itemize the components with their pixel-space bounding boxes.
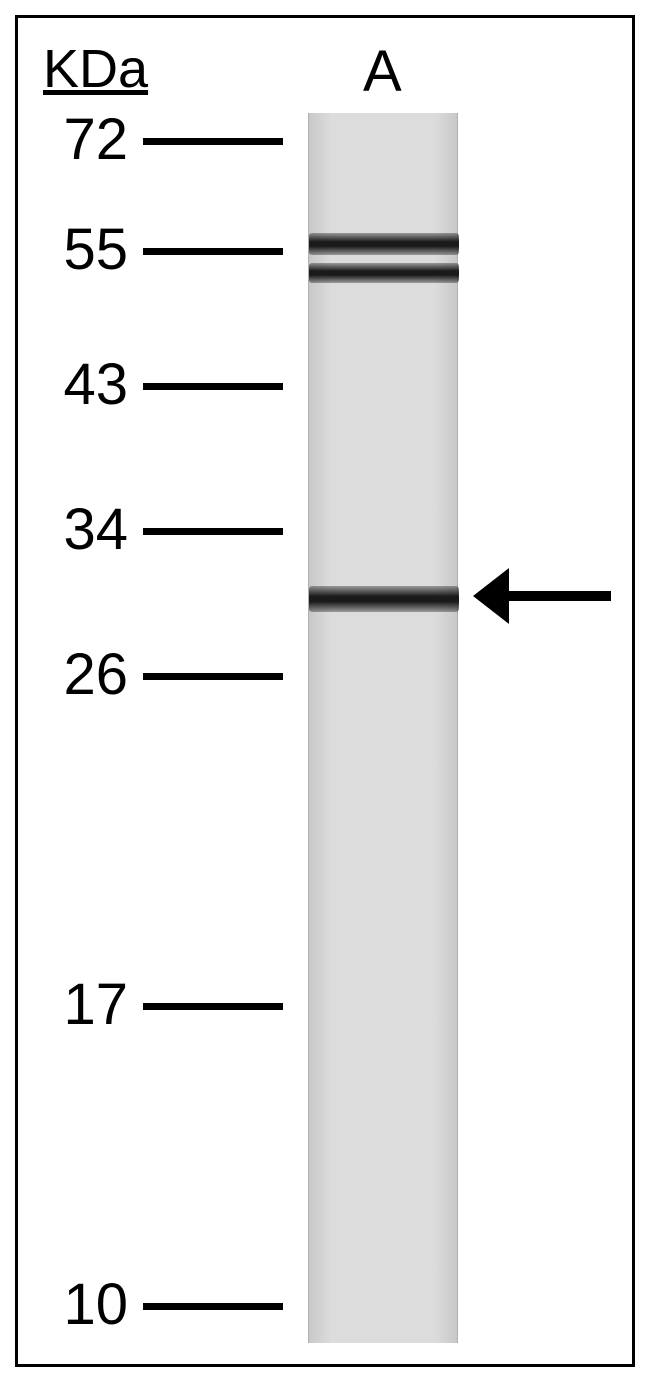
marker-tick-17 xyxy=(143,1003,283,1010)
marker-tick-43 xyxy=(143,383,283,390)
band-2 xyxy=(309,586,459,612)
marker-tick-72 xyxy=(143,138,283,145)
marker-label-43: 43 xyxy=(38,351,128,418)
band-0 xyxy=(309,233,459,255)
band-1 xyxy=(309,263,459,283)
marker-label-55: 55 xyxy=(38,216,128,283)
blot-frame: KDa A 72 55 43 34 26 17 10 xyxy=(15,15,635,1367)
marker-label-26: 26 xyxy=(38,641,128,708)
arrow-head-icon xyxy=(473,568,509,624)
marker-tick-10 xyxy=(143,1303,283,1310)
gel-lane xyxy=(308,113,458,1343)
marker-label-17: 17 xyxy=(38,971,128,1038)
arrow-shaft xyxy=(499,591,611,601)
marker-tick-26 xyxy=(143,673,283,680)
lane-label: A xyxy=(363,38,402,105)
marker-label-10: 10 xyxy=(38,1271,128,1338)
marker-tick-55 xyxy=(143,248,283,255)
y-axis-title: KDa xyxy=(43,38,148,100)
marker-label-72: 72 xyxy=(38,106,128,173)
marker-tick-34 xyxy=(143,528,283,535)
marker-label-34: 34 xyxy=(38,496,128,563)
